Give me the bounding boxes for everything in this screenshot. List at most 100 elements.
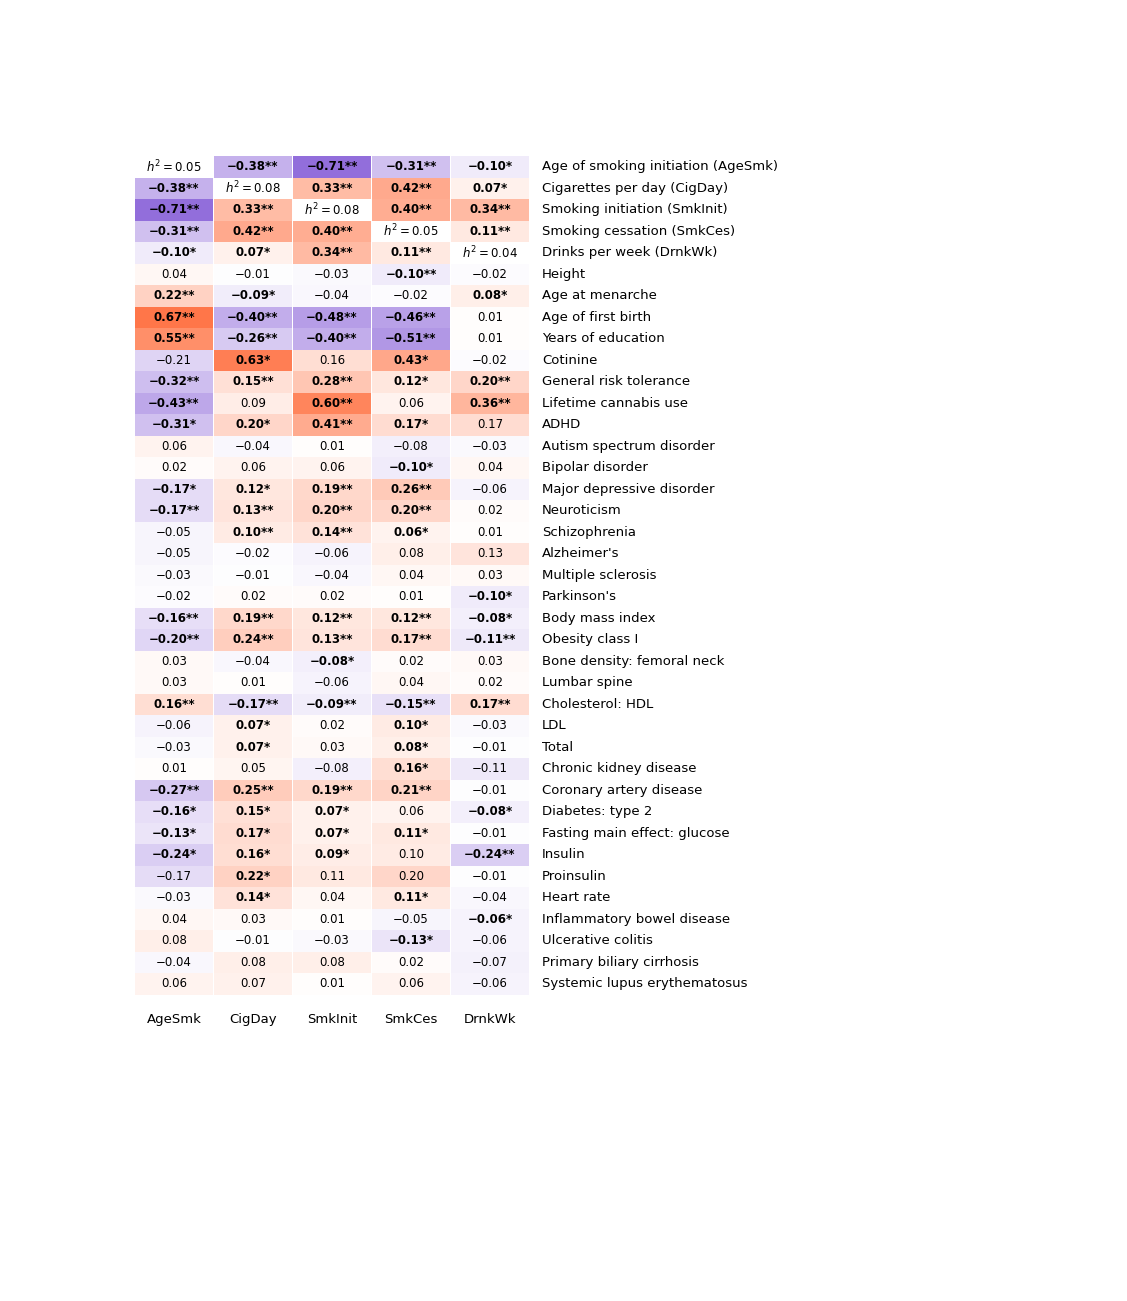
FancyBboxPatch shape: [372, 693, 450, 716]
Text: −0.03: −0.03: [472, 719, 508, 732]
FancyBboxPatch shape: [293, 822, 371, 844]
Text: −0.08*: −0.08*: [310, 654, 355, 667]
Text: −0.04: −0.04: [472, 891, 508, 904]
Text: 0.02: 0.02: [477, 677, 503, 690]
Text: −0.26**: −0.26**: [228, 332, 278, 345]
Text: −0.71**: −0.71**: [307, 160, 357, 173]
FancyBboxPatch shape: [372, 242, 450, 264]
Text: 0.04: 0.04: [161, 913, 187, 926]
FancyBboxPatch shape: [293, 758, 371, 779]
FancyBboxPatch shape: [451, 393, 529, 414]
Text: −0.40**: −0.40**: [307, 332, 357, 345]
FancyBboxPatch shape: [451, 887, 529, 908]
Text: 0.03: 0.03: [161, 654, 187, 667]
FancyBboxPatch shape: [135, 779, 213, 801]
FancyBboxPatch shape: [135, 393, 213, 414]
Text: Height: Height: [542, 268, 586, 281]
FancyBboxPatch shape: [135, 650, 213, 673]
Text: −0.10*: −0.10*: [389, 462, 434, 475]
FancyBboxPatch shape: [135, 822, 213, 844]
FancyBboxPatch shape: [372, 307, 450, 328]
Text: −0.21: −0.21: [156, 354, 192, 367]
FancyBboxPatch shape: [293, 608, 371, 628]
FancyBboxPatch shape: [451, 716, 529, 736]
Text: 0.02: 0.02: [240, 591, 266, 604]
FancyBboxPatch shape: [372, 736, 450, 758]
Text: −0.04: −0.04: [156, 956, 192, 969]
Text: −0.08: −0.08: [314, 762, 349, 775]
Text: 0.15**: 0.15**: [232, 375, 274, 388]
Text: 0.11**: 0.11**: [390, 246, 432, 259]
FancyBboxPatch shape: [214, 736, 292, 758]
Text: −0.04: −0.04: [314, 289, 350, 302]
FancyBboxPatch shape: [135, 887, 213, 908]
FancyBboxPatch shape: [135, 457, 213, 479]
Text: Heart rate: Heart rate: [542, 891, 611, 904]
FancyBboxPatch shape: [214, 716, 292, 736]
Text: −0.10*: −0.10*: [151, 246, 196, 259]
Text: 0.01: 0.01: [477, 526, 503, 539]
Text: Neuroticism: Neuroticism: [542, 505, 622, 518]
Text: −0.06*: −0.06*: [468, 913, 513, 926]
Text: 0.33**: 0.33**: [311, 182, 353, 195]
Text: −0.13*: −0.13*: [389, 934, 434, 947]
Text: −0.10*: −0.10*: [468, 160, 513, 173]
Text: 0.04: 0.04: [398, 569, 424, 582]
Text: Insulin: Insulin: [542, 848, 586, 861]
FancyBboxPatch shape: [372, 673, 450, 693]
Text: 0.03: 0.03: [477, 569, 503, 582]
FancyBboxPatch shape: [372, 177, 450, 199]
Text: 0.07*: 0.07*: [236, 719, 270, 732]
FancyBboxPatch shape: [293, 908, 371, 930]
Text: Cholesterol: HDL: Cholesterol: HDL: [542, 697, 654, 710]
FancyBboxPatch shape: [372, 951, 450, 973]
FancyBboxPatch shape: [293, 371, 371, 393]
FancyBboxPatch shape: [372, 436, 450, 457]
FancyBboxPatch shape: [214, 844, 292, 865]
Text: −0.06: −0.06: [314, 677, 350, 690]
Text: 0.12*: 0.12*: [236, 483, 270, 496]
Text: 0.11: 0.11: [319, 870, 345, 883]
Text: 0.12**: 0.12**: [311, 611, 353, 624]
FancyBboxPatch shape: [293, 479, 371, 500]
FancyBboxPatch shape: [214, 199, 292, 220]
FancyBboxPatch shape: [451, 693, 529, 716]
Text: Primary biliary cirrhosis: Primary biliary cirrhosis: [542, 956, 699, 969]
Text: Age at menarche: Age at menarche: [542, 289, 657, 302]
Text: 0.06: 0.06: [398, 397, 424, 410]
Text: Age of first birth: Age of first birth: [542, 311, 651, 324]
Text: Smoking initiation (SmkInit): Smoking initiation (SmkInit): [542, 203, 728, 216]
FancyBboxPatch shape: [372, 156, 450, 177]
FancyBboxPatch shape: [451, 779, 529, 801]
FancyBboxPatch shape: [214, 414, 292, 436]
Text: 0.11*: 0.11*: [393, 826, 428, 839]
Text: $h^2 = 0.08$: $h^2 = 0.08$: [304, 202, 360, 219]
Text: 0.04: 0.04: [477, 462, 503, 475]
Text: 0.09: 0.09: [240, 397, 266, 410]
FancyBboxPatch shape: [293, 565, 371, 585]
FancyBboxPatch shape: [135, 844, 213, 865]
Text: $h^2 = 0.05$: $h^2 = 0.05$: [147, 159, 202, 176]
Text: 0.03: 0.03: [319, 740, 345, 753]
Text: 0.17*: 0.17*: [236, 826, 270, 839]
Text: 0.60**: 0.60**: [311, 397, 353, 410]
Text: −0.01: −0.01: [472, 870, 508, 883]
Text: −0.02: −0.02: [393, 289, 429, 302]
FancyBboxPatch shape: [293, 156, 371, 177]
Text: Major depressive disorder: Major depressive disorder: [542, 483, 715, 496]
Text: AgeSmk: AgeSmk: [147, 1012, 202, 1025]
Text: 0.34**: 0.34**: [311, 246, 353, 259]
Text: $h^2 = 0.05$: $h^2 = 0.05$: [383, 222, 438, 239]
FancyBboxPatch shape: [372, 758, 450, 779]
Text: 0.07*: 0.07*: [472, 182, 507, 195]
FancyBboxPatch shape: [293, 264, 371, 285]
FancyBboxPatch shape: [372, 973, 450, 994]
Text: 0.03: 0.03: [477, 654, 503, 667]
FancyBboxPatch shape: [135, 371, 213, 393]
FancyBboxPatch shape: [293, 500, 371, 522]
Text: Parkinson's: Parkinson's: [542, 591, 616, 604]
Text: Chronic kidney disease: Chronic kidney disease: [542, 762, 696, 775]
FancyBboxPatch shape: [135, 199, 213, 220]
Text: −0.02: −0.02: [236, 548, 270, 561]
FancyBboxPatch shape: [451, 371, 529, 393]
